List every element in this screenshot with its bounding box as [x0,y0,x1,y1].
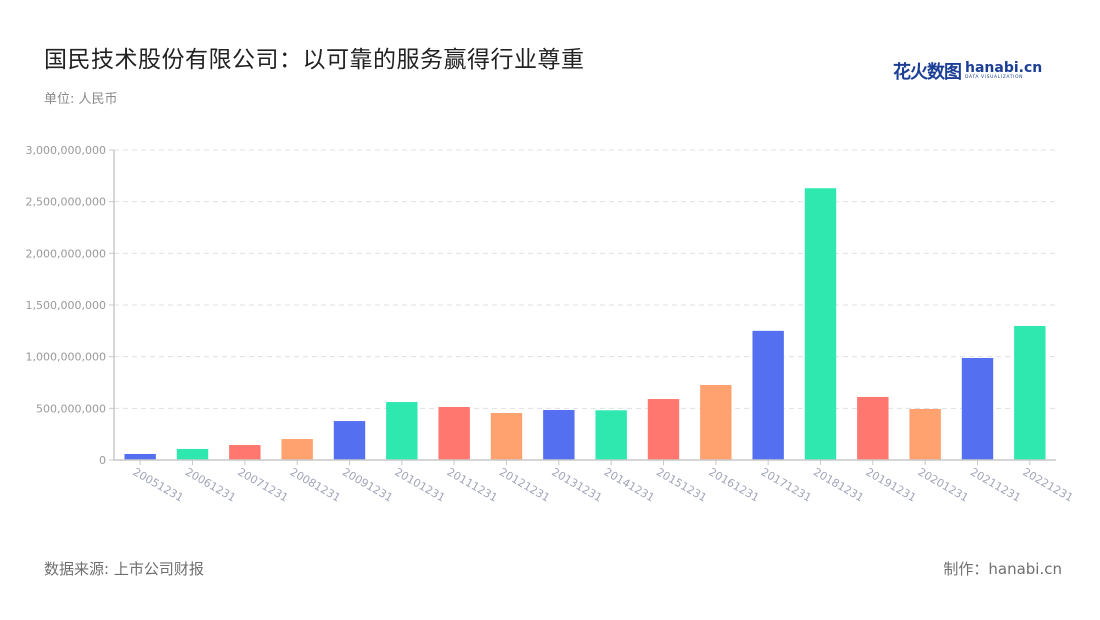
data-source: 数据来源: 上市公司财报 [44,560,204,578]
x-tick-label: 20121231 [497,465,552,504]
unit-label: 单位: 人民币 [44,92,118,107]
x-tick-label: 20141231 [602,465,657,504]
x-tick-label: 20061231 [183,465,238,504]
gridlines [114,149,1056,409]
bar[interactable] [1014,325,1046,460]
x-tick-label: 20201231 [916,465,971,504]
x-tick-label: 20131231 [549,465,604,504]
bar[interactable] [124,454,156,460]
x-tick-label: 20091231 [340,465,395,504]
bar[interactable] [438,406,470,460]
y-tick-label: 1,000,000,000 [26,351,106,364]
x-tick-label: 20151231 [654,465,709,504]
x-tick-label: 20211231 [968,465,1023,504]
bar[interactable] [647,399,680,460]
x-tick-label: 20181231 [811,465,866,504]
bar[interactable] [176,448,209,460]
bars [124,188,1046,460]
chart-title: 国民技术股份有限公司：以可靠的服务赢得行业尊重 [44,47,585,73]
bar[interactable] [804,188,837,460]
bar[interactable] [752,330,784,460]
x-tick-label: 20081231 [288,465,343,504]
bar[interactable] [700,384,732,460]
bar[interactable] [281,439,313,460]
x-tick-label: 20071231 [235,465,290,504]
x-tick-label: 20221231 [1020,465,1075,504]
x-tick-label: 20161231 [706,465,761,504]
y-tick-label: 2,000,000,000 [26,247,106,260]
logo-english-text: hanabi.cn [965,60,1043,77]
x-axis-ticks: 2005123120061231200712312008123120091231… [131,460,1075,505]
bar[interactable] [543,409,575,460]
bar[interactable] [490,412,523,460]
y-tick-label: 0 [99,454,106,467]
y-axis-ticks: 0 500,000,000 1,000,000,000 1,500,000,000 2,… [26,144,114,467]
bar[interactable] [386,402,418,460]
bar[interactable] [857,396,889,460]
logo-tagline: DATA VISUALIZATION [965,75,1024,81]
logo-chinese-text: 花火数图 [893,62,962,83]
bar[interactable] [333,421,366,460]
logo-english-block: hanabi.cn DATA VISUALIZATION [965,61,1042,81]
bar[interactable] [961,358,994,460]
bar[interactable] [229,445,261,460]
y-tick-label: 2,500,000,000 [26,196,106,209]
bar[interactable] [909,408,941,460]
brand-logo: 花火数图 hanabi.cn DATA VISUALIZATION [893,58,1042,84]
x-tick-label: 20191231 [863,465,918,504]
x-tick-label: 20171231 [759,465,814,504]
bar[interactable] [595,410,627,460]
x-tick-label: 20101231 [392,465,447,504]
y-tick-label: 1,500,000,000 [26,299,106,312]
y-tick-label: 3,000,000,000 [26,144,106,157]
y-tick-label: 500,000,000 [36,402,106,415]
x-tick-label: 20111231 [445,465,500,504]
credit: 制作：hanabi.cn [943,560,1062,578]
x-tick-label: 20051231 [131,465,186,504]
